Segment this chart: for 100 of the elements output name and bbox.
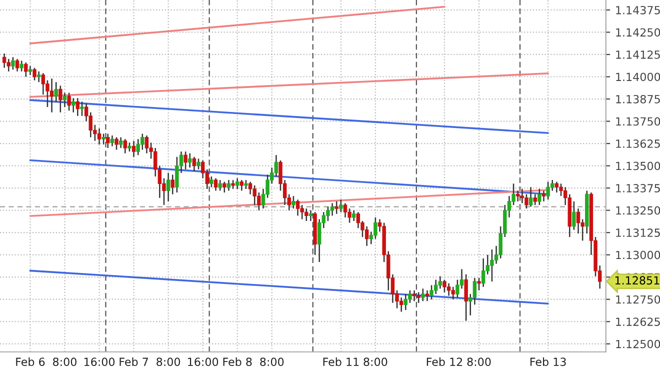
candlestick	[226, 179, 231, 192]
candlestick	[110, 134, 114, 147]
candlestick	[188, 152, 192, 168]
y-tick-label: 1.14375	[616, 6, 660, 14]
candlestick	[76, 97, 80, 117]
candlestick	[235, 178, 240, 190]
candlestick	[528, 186, 533, 208]
candlestick	[67, 92, 71, 112]
candlestick	[32, 67, 36, 81]
candlestick	[576, 208, 580, 234]
candlestick	[292, 195, 296, 210]
candlestick	[196, 158, 200, 170]
y-tick-label: 1.13875	[616, 94, 660, 104]
candlestick	[451, 286, 455, 300]
candlestick	[425, 290, 430, 302]
candlestick	[192, 156, 196, 172]
candlestick	[481, 258, 486, 288]
candlestick	[399, 296, 404, 312]
candlestick	[2, 52, 6, 68]
x-tick-label: 8:00	[53, 358, 76, 366]
candlestick	[477, 277, 481, 292]
candlestick	[166, 172, 170, 202]
candlestick	[114, 136, 118, 150]
candlestick	[416, 292, 420, 304]
candlestick	[274, 154, 278, 178]
x-tick-label: 16:00	[84, 358, 115, 366]
candlestick	[554, 181, 559, 194]
y-tick-label: 1.14125	[616, 50, 660, 59]
candlestick	[343, 202, 348, 218]
y-tick-label: 1.12500	[616, 340, 660, 348]
candlestick	[144, 134, 149, 154]
candlestick	[330, 202, 334, 216]
candlestick	[80, 101, 84, 117]
y-tick-label: 1.13000	[616, 250, 660, 260]
candlestick	[542, 190, 546, 202]
text: 1.12851	[615, 276, 660, 285]
y-tick-label: 1.13750	[616, 117, 660, 126]
x-tick-label: 16:00	[188, 358, 218, 366]
candlestick	[434, 279, 438, 295]
candlestick	[404, 293, 408, 311]
candlestick	[123, 138, 128, 154]
candlestick	[472, 277, 477, 306]
candlestick	[50, 78, 54, 113]
candlestick	[352, 210, 356, 222]
candlestick	[170, 174, 174, 195]
x-tick-label: Feb 12	[426, 357, 462, 366]
candlestick	[20, 60, 24, 72]
candlestick	[118, 136, 123, 149]
candlestick	[412, 290, 416, 302]
candlestick	[11, 56, 15, 70]
candlestick	[438, 276, 442, 290]
candlestick	[6, 58, 10, 72]
y-tick-label: 1.14250	[616, 28, 660, 37]
candlestick	[248, 181, 252, 195]
candlestick	[214, 178, 218, 192]
candlestick	[97, 128, 102, 146]
candlestick	[356, 211, 360, 229]
candlestick	[58, 85, 62, 113]
candlestick	[222, 181, 226, 194]
y-tick-label: 1.12750	[616, 295, 660, 304]
candlestick	[210, 176, 214, 188]
candlestick	[490, 248, 494, 282]
candlestick	[41, 72, 46, 96]
x-tick-label: Feb 6	[16, 357, 45, 366]
x-tick-label: 8:00	[364, 358, 388, 366]
y-tick-label: 1.13250	[616, 206, 660, 215]
y-tick-label: 1.13500	[616, 162, 660, 170]
candlestick	[62, 92, 67, 108]
candlestick	[421, 288, 425, 302]
y-tick-label: 1.14000	[616, 72, 660, 82]
x-tick-label: 8:00	[156, 358, 180, 366]
candlestick	[520, 188, 524, 204]
candlestick	[339, 198, 343, 213]
candlestick	[442, 279, 446, 293]
x-tick-label: 8:00	[260, 358, 284, 366]
candlestick	[374, 216, 378, 240]
candlestick	[36, 70, 41, 83]
candlestick	[334, 200, 338, 214]
candlestick	[240, 179, 244, 192]
candlestick	[446, 282, 451, 296]
x-tick-label: Feb 11	[323, 357, 359, 366]
x-tick-label: 8:00	[467, 358, 491, 366]
candlestick	[308, 210, 313, 222]
candlestick	[317, 218, 322, 263]
candlestick	[218, 179, 222, 192]
y-tick-label: 1.13375	[616, 184, 660, 192]
candlestick	[572, 200, 576, 231]
y-tick-label: 1.13125	[616, 228, 660, 237]
candlestick	[516, 190, 520, 202]
x-tick-label: Feb 8	[223, 357, 252, 366]
candlestick	[15, 58, 20, 72]
candlestick	[106, 133, 110, 149]
candlestick	[72, 97, 76, 113]
candlestick	[430, 284, 434, 300]
candlestick	[364, 226, 369, 247]
y-tick-label: 1.13625	[616, 140, 660, 148]
candlestick	[102, 133, 106, 146]
candlestick	[257, 192, 261, 211]
candlestick	[533, 194, 537, 206]
candlestick	[546, 181, 550, 200]
